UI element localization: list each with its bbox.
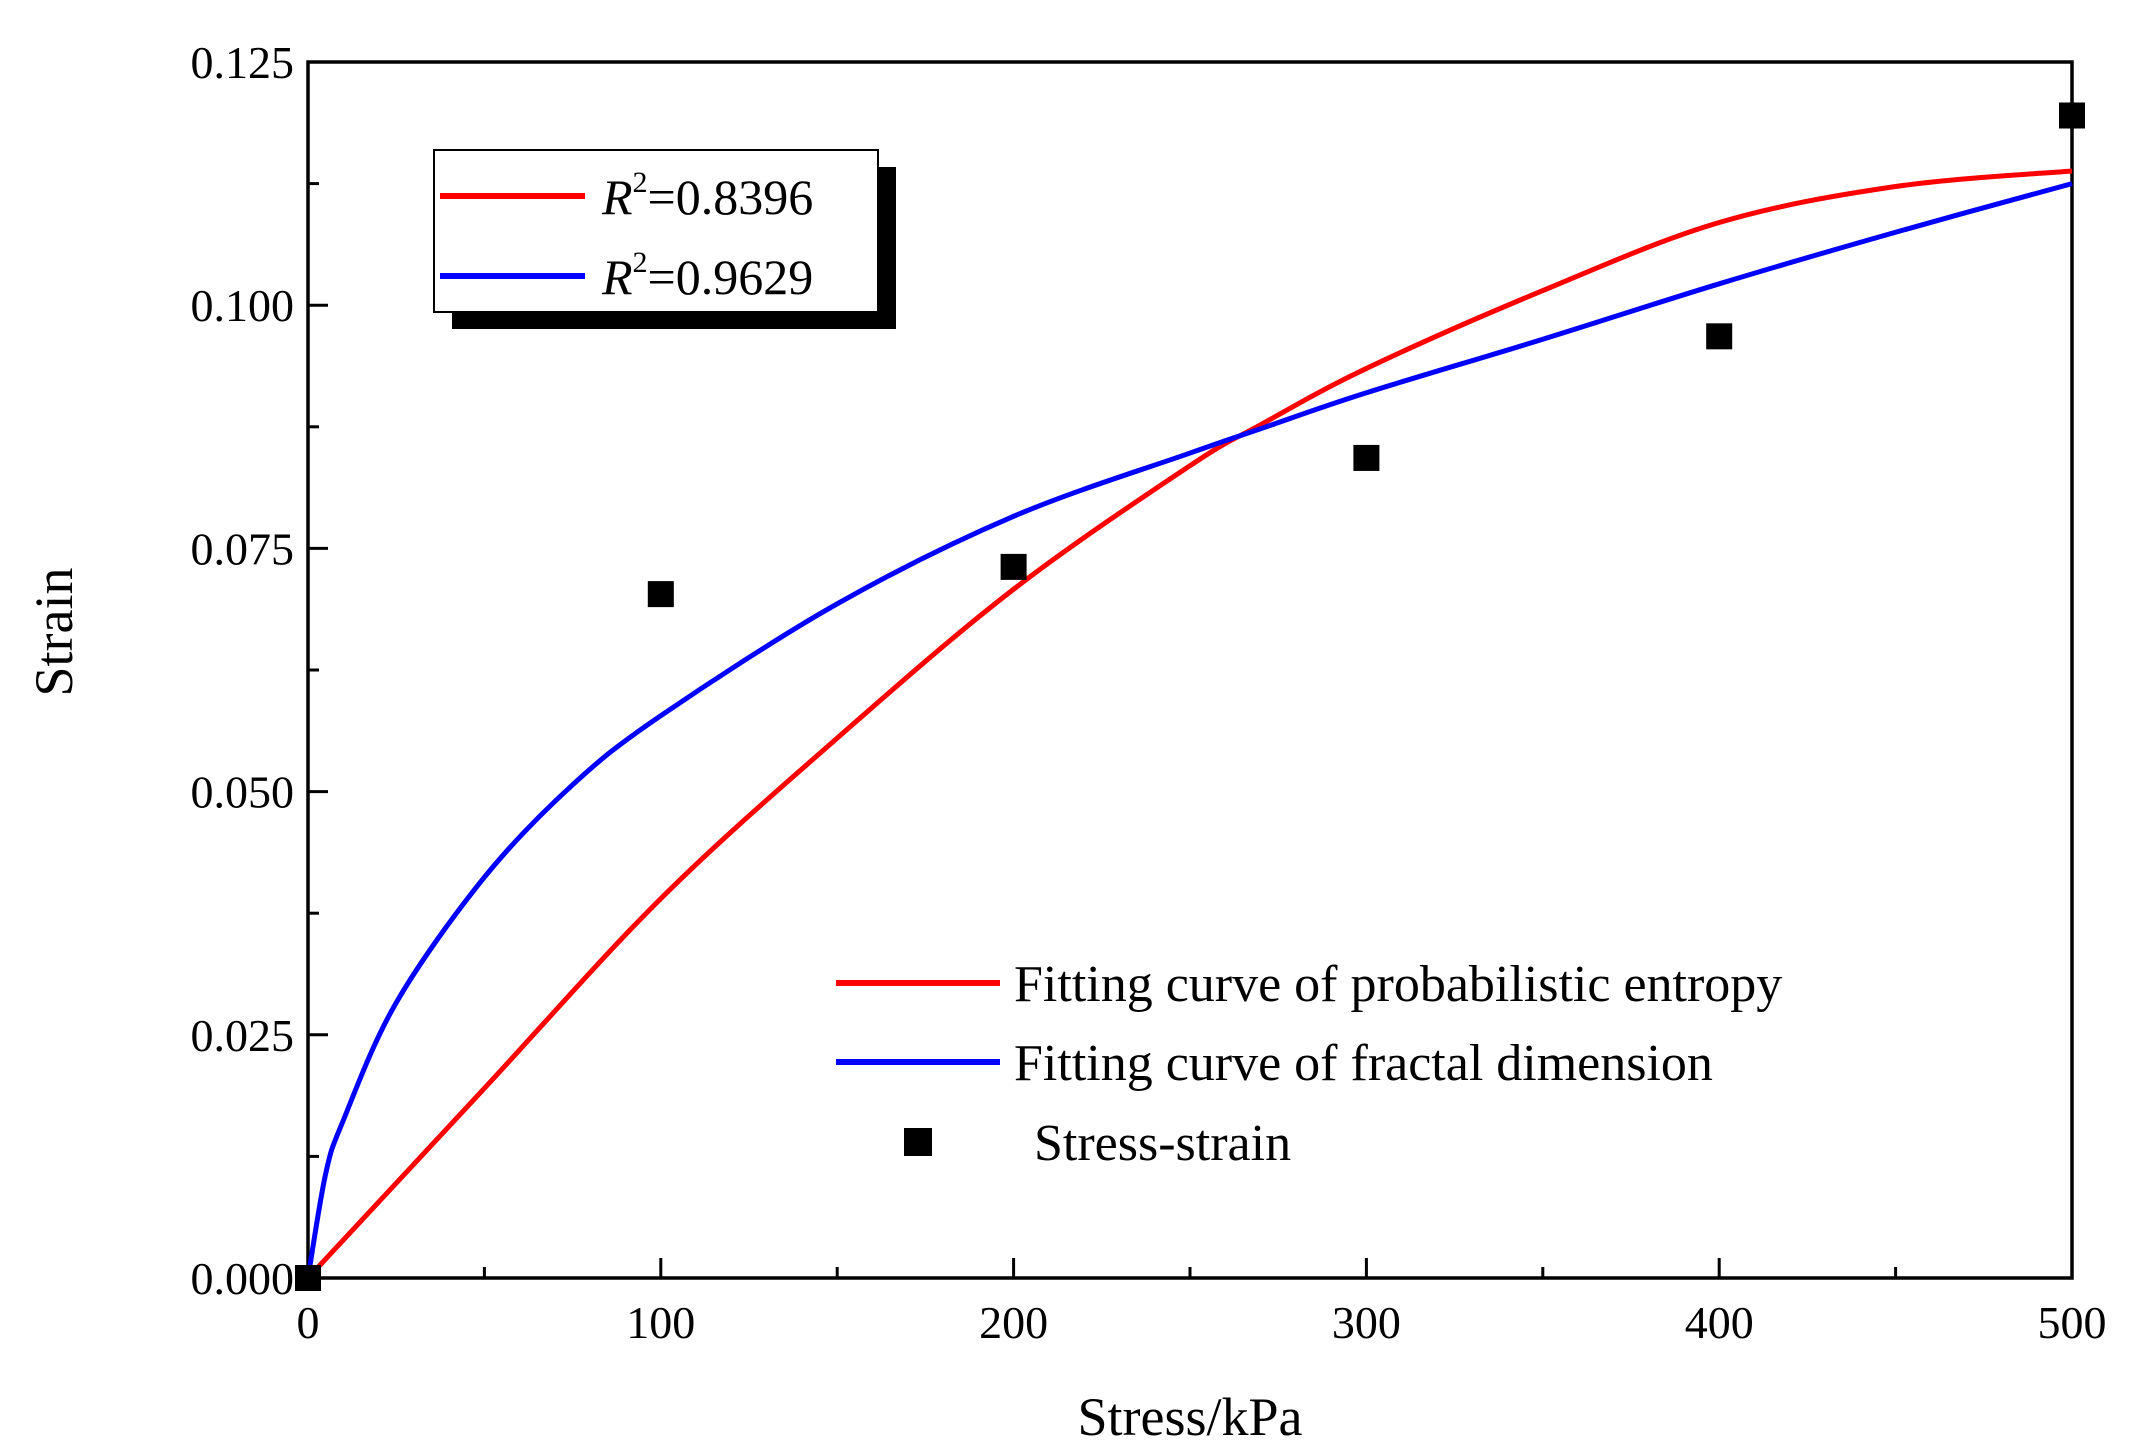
legend-text-fractal: Fitting curve of fractal dimension: [1014, 1035, 1713, 1092]
legend-marker-stress-strain: [904, 1128, 932, 1156]
stress-strain-point: [647, 581, 674, 608]
y-axis-title: Strain: [24, 568, 84, 697]
x-tick-label: 200: [979, 1297, 1048, 1348]
y-tick-label: 0.000: [191, 1253, 295, 1304]
fitting-curves: [305, 168, 2073, 1280]
x-tick-label: 300: [1332, 1297, 1401, 1348]
r2-legend-text-fractal: R2=0.9629: [601, 246, 813, 305]
stress-strain-point: [1706, 323, 1733, 350]
y-tick-label: 0.075: [191, 523, 295, 574]
y-axis-ticks: 0.000 0.025 0.050 0.075 0.100 0.125: [191, 37, 328, 1304]
data-points: [295, 102, 2085, 1291]
stress-strain-point: [295, 1265, 321, 1291]
x-tick-label: 0: [297, 1297, 320, 1348]
r2-legend-text-entropy: R2=0.8396: [601, 166, 813, 225]
r2-legend: R2=0.8396 R2=0.9629: [433, 149, 896, 329]
stress-strain-point: [1000, 553, 1027, 580]
legend-text-stress-strain: Stress-strain: [1034, 1115, 1291, 1172]
y-tick-label: 0.050: [191, 767, 295, 818]
x-tick-label: 400: [1685, 1297, 1754, 1348]
x-axis-ticks: 0 100 200 300 400 500: [297, 1258, 2107, 1348]
series-legend: Fitting curve of probabilistic entropy F…: [836, 956, 1782, 1172]
x-axis-title: Stress/kPa: [1077, 1387, 1302, 1447]
x-tick-label: 100: [626, 1297, 695, 1348]
stress-strain-point: [2059, 102, 2085, 129]
legend-text-entropy: Fitting curve of probabilistic entropy: [1014, 956, 1782, 1013]
stress-strain-point: [1353, 444, 1380, 471]
curve-fractal-dimension: [305, 181, 2073, 1279]
curve-probabilistic-entropy: [306, 168, 2073, 1280]
y-tick-label: 0.100: [191, 280, 295, 331]
r2-legend-box: [433, 149, 879, 313]
y-tick-label: 0.125: [191, 37, 295, 88]
x-tick-label: 500: [2038, 1297, 2107, 1348]
y-tick-label: 0.025: [191, 1010, 295, 1061]
